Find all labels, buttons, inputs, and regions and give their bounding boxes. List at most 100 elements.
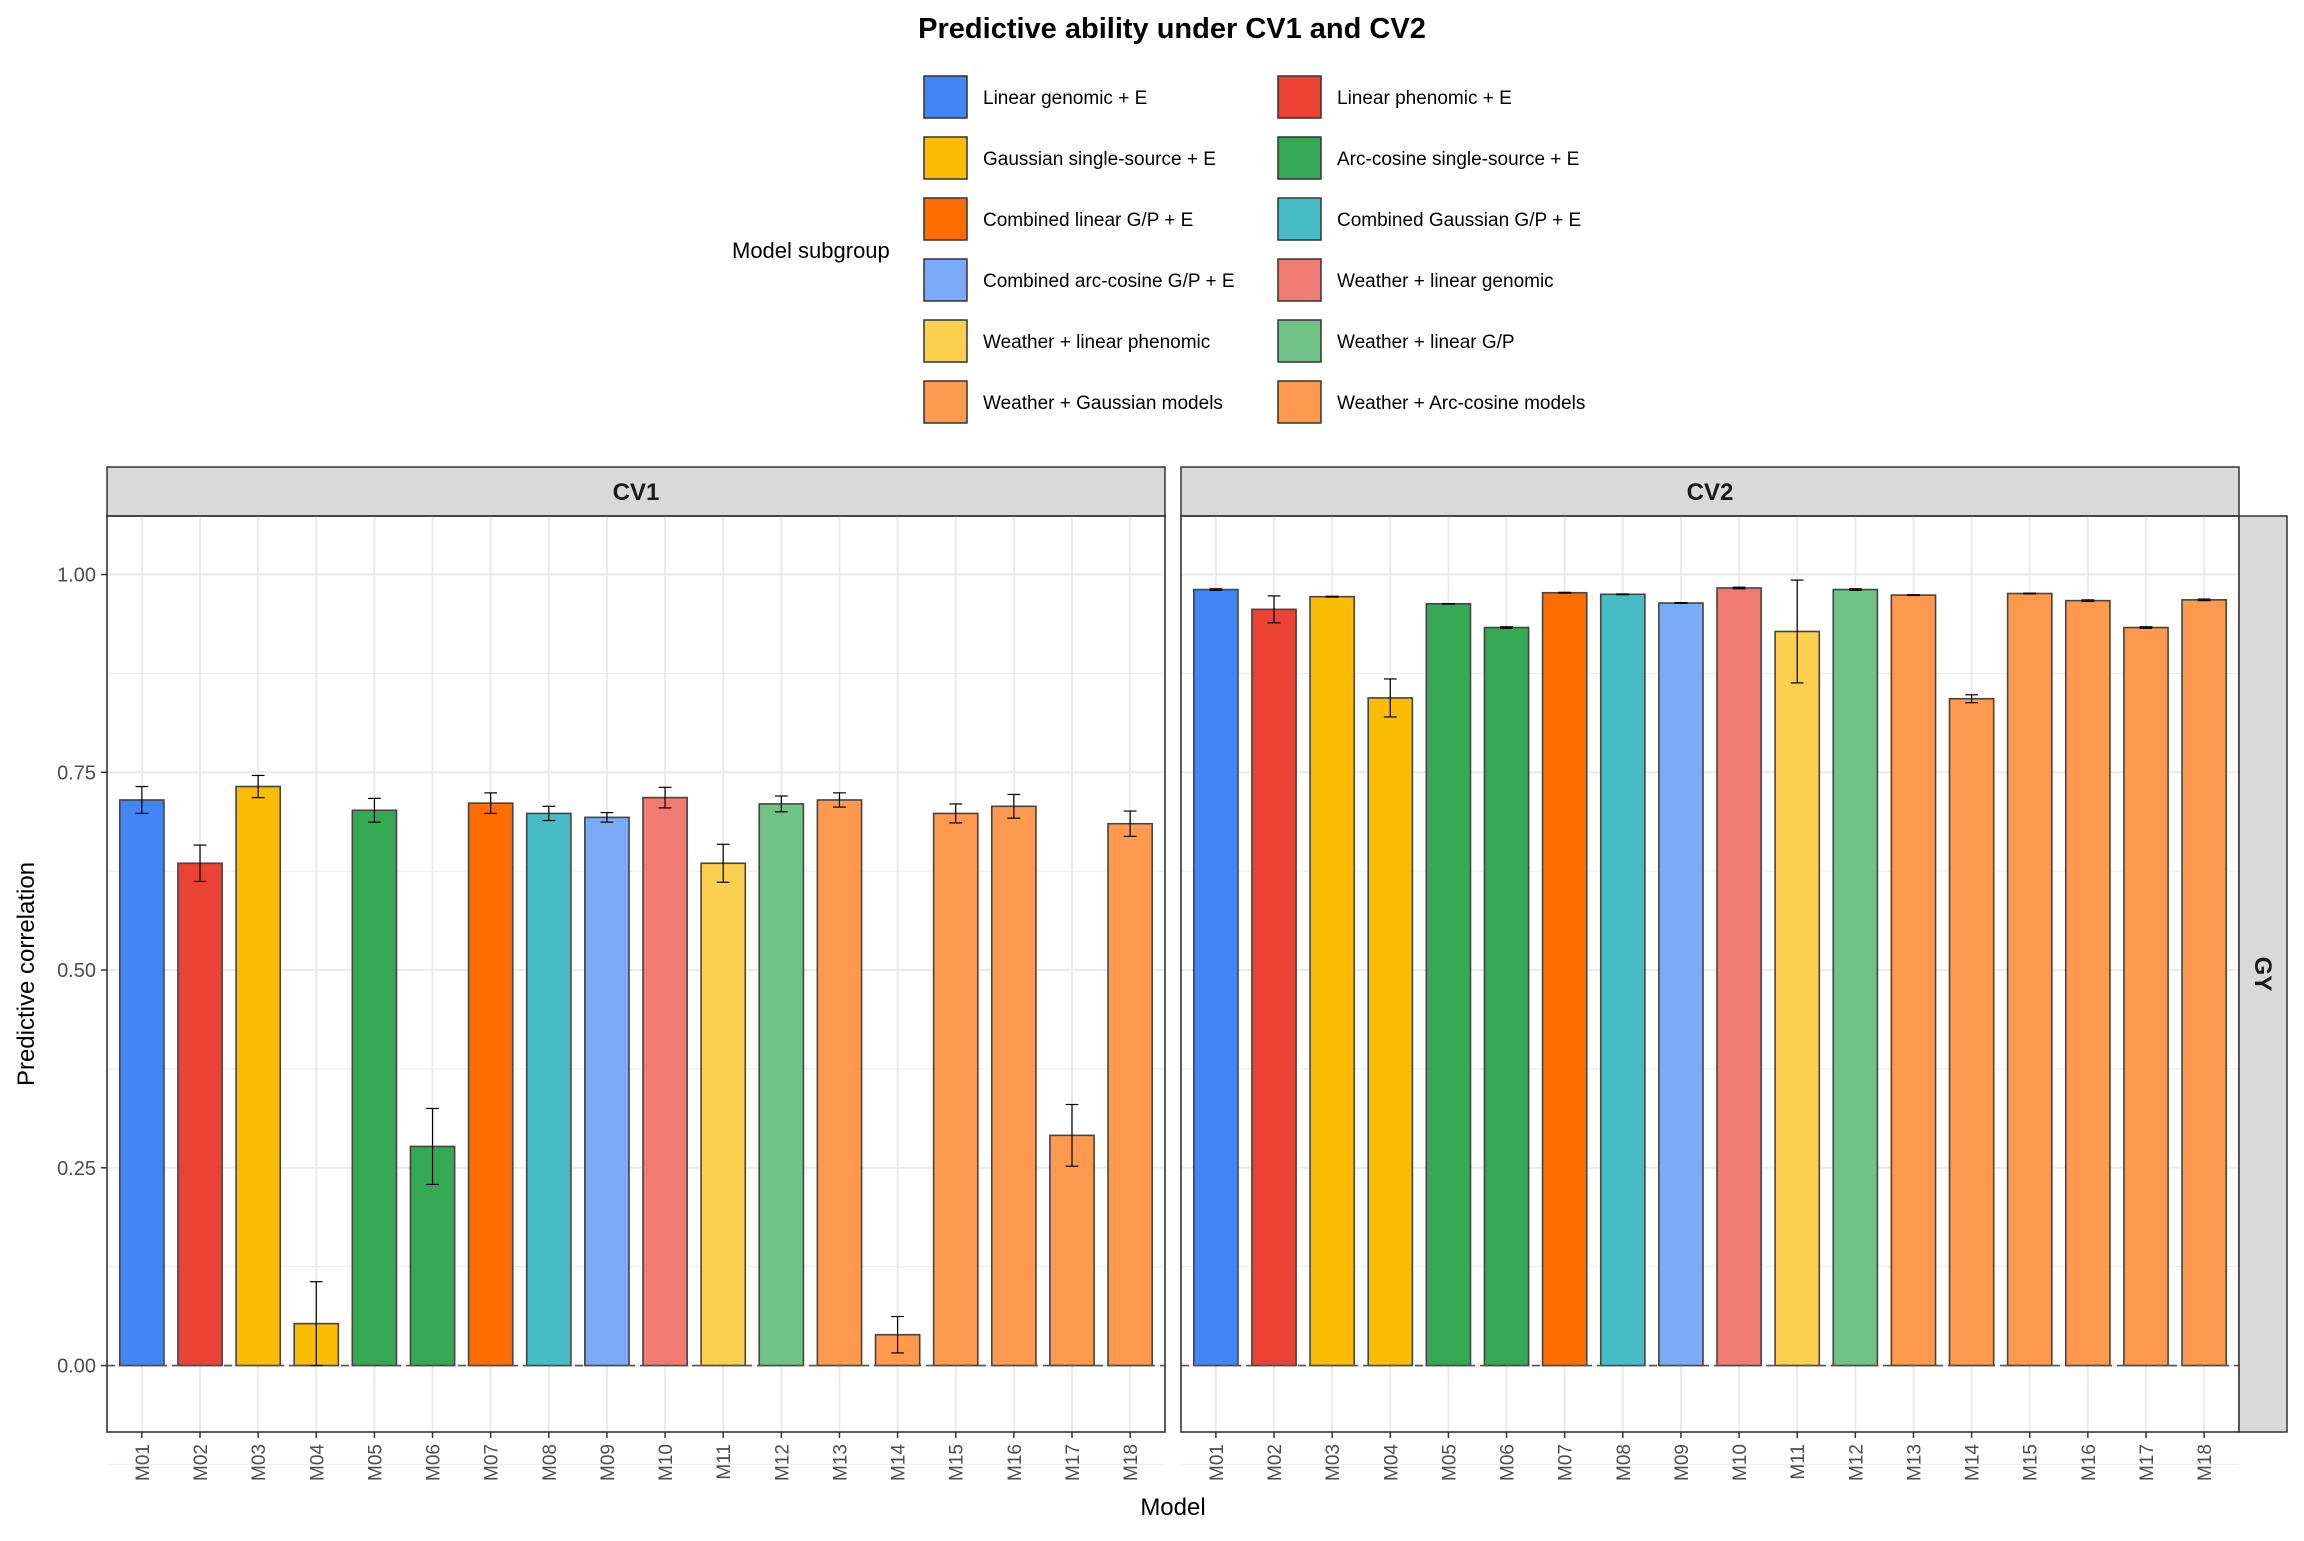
legend-title: Model subgroup [732, 238, 890, 263]
error-bar [1907, 595, 1920, 596]
panels: CV1 M01 M02 M03 M04 M05 M06 M07 M08 M09 M10 M11 M12 M… [57, 467, 2287, 1481]
x-tick-label: M03 [1323, 1444, 1344, 1481]
legend-label: Weather + linear G/P [1337, 332, 1515, 353]
bar-cv1-m02 [178, 863, 222, 1365]
bar-cv1-m09 [585, 817, 629, 1365]
x-tick-label: M07 [1556, 1444, 1577, 1481]
legend-label: Weather + linear genomic [1337, 271, 1554, 292]
y-tick-label: 0.50 [57, 960, 96, 982]
x-tick-label: M15 [2021, 1444, 2042, 1481]
x-tick-label: M14 [889, 1444, 910, 1481]
facet-strip-label: CV2 [1687, 479, 1734, 506]
legend-label: Weather + Gaussian models [983, 393, 1223, 414]
x-tick-label: M01 [1207, 1444, 1228, 1481]
x-tick-label: M13 [1904, 1444, 1925, 1481]
bar-cv2-m07 [1543, 593, 1587, 1366]
x-tick-label: M08 [540, 1444, 561, 1481]
bar-cv2-m15 [2008, 594, 2052, 1366]
error-bar [2023, 593, 2036, 594]
x-tick-label: M11 [714, 1444, 735, 1480]
x-tick-label: M05 [365, 1444, 386, 1481]
bar-cv2-m09 [1659, 603, 1703, 1366]
bar-cv2-m03 [1310, 597, 1354, 1366]
legend-label: Linear genomic + E [983, 88, 1147, 109]
x-tick-label: M01 [133, 1444, 154, 1481]
legend-label: Gaussian single-source + E [983, 149, 1216, 170]
bar-cv2-m02 [1252, 609, 1296, 1365]
y-tick-label: 1.00 [57, 565, 96, 587]
error-bar [1326, 596, 1339, 597]
bar-cv2-m08 [1601, 594, 1645, 1365]
legend-label: Combined linear G/P + E [983, 210, 1193, 231]
x-tick-label: M06 [1498, 1444, 1519, 1481]
x-axis-label: Model [1140, 1494, 1205, 1521]
x-tick-label: M17 [1063, 1444, 1084, 1481]
bar-cv1-m10 [643, 798, 687, 1366]
y-tick-label: 0.25 [57, 1158, 96, 1180]
x-tick-label: M07 [482, 1444, 503, 1481]
error-bar [1675, 603, 1688, 604]
bar-cv1-m08 [527, 813, 571, 1365]
legend-key [1278, 198, 1321, 240]
bar-cv1-m05 [352, 810, 396, 1365]
legend-label: Weather + linear phenomic [983, 332, 1210, 353]
legend-key [1278, 76, 1321, 118]
legend-label: Combined arc-cosine G/P + E [983, 271, 1235, 292]
bar-cv2-m14 [1950, 699, 1994, 1366]
x-tick-label: M09 [598, 1444, 619, 1481]
error-bar [1558, 592, 1571, 593]
bar-cv2-m04 [1368, 698, 1412, 1366]
bar-cv1-m01 [120, 800, 164, 1366]
legend-key [924, 320, 967, 362]
legend-key [1278, 381, 1321, 423]
x-tick-label: M11 [1788, 1444, 1809, 1480]
x-tick-label: M13 [830, 1444, 851, 1481]
y-tick-label: 0.00 [57, 1356, 96, 1378]
bar-cv2-m12 [1833, 590, 1877, 1366]
x-tick-label: M15 [947, 1444, 968, 1481]
legend-key [924, 259, 967, 301]
bar-cv1-m12 [759, 804, 803, 1366]
bar-cv2-m06 [1484, 628, 1528, 1366]
legend-label: Combined Gaussian G/P + E [1337, 210, 1581, 231]
y-axis-label: Predictive correlation [13, 862, 40, 1086]
x-tick-label: M16 [1005, 1444, 1026, 1481]
chart-title: Predictive ability under CV1 and CV2 [918, 13, 1426, 45]
x-tick-label: M12 [1846, 1444, 1867, 1481]
bar-cv1-m17 [1050, 1135, 1094, 1365]
bar-cv1-m07 [469, 803, 513, 1365]
x-tick-label: M05 [1439, 1444, 1460, 1481]
row-strip-label: GY [2249, 957, 2276, 992]
bar-cv2-m16 [2066, 601, 2110, 1366]
x-tick-label: M10 [1730, 1444, 1751, 1481]
bar-cv2-m05 [1426, 604, 1470, 1366]
bar-cv1-m16 [992, 806, 1036, 1365]
bar-cv1-m13 [817, 800, 861, 1366]
x-tick-label: M04 [307, 1444, 328, 1481]
bar-cv1-m15 [934, 813, 978, 1365]
x-tick-label: M10 [656, 1444, 677, 1481]
bar-cv1-m11 [701, 863, 745, 1365]
x-tick-label: M08 [1614, 1444, 1635, 1481]
bar-cv2-m11 [1775, 631, 1819, 1365]
x-tick-label: M18 [2195, 1444, 2216, 1481]
x-tick-label: M04 [1381, 1444, 1402, 1481]
bar-cv2-m10 [1717, 588, 1761, 1366]
legend-key [924, 381, 967, 423]
x-tick-label: M18 [1121, 1444, 1142, 1481]
legend-key [1278, 137, 1321, 179]
error-bar [1616, 594, 1629, 595]
y-tick-label: 0.75 [57, 762, 96, 784]
legend-key [1278, 320, 1321, 362]
facet-strip-label: CV1 [613, 479, 660, 506]
x-tick-label: M02 [191, 1444, 212, 1481]
bar-cv1-m03 [236, 787, 280, 1366]
x-tick-label: M06 [424, 1444, 445, 1481]
legend-key [1278, 259, 1321, 301]
bar-cv2-m17 [2124, 628, 2168, 1366]
x-tick-label: M09 [1672, 1444, 1693, 1481]
bar-cv1-m18 [1108, 824, 1152, 1366]
